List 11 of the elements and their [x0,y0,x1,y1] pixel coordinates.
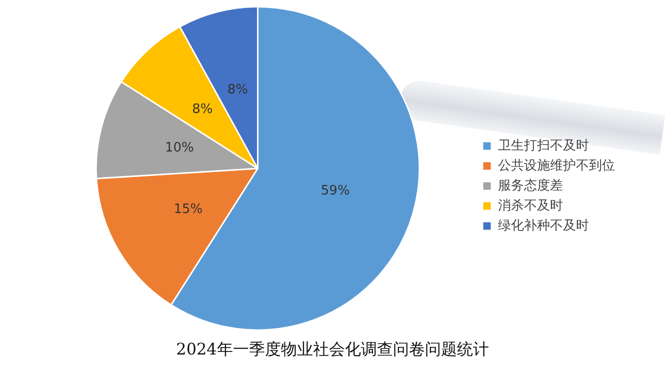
legend-label: 消杀不及时 [498,198,563,214]
legend-label: 绿化补种不及时 [498,218,589,234]
data-label: 15% [174,202,203,217]
legend-label: 公共设施维护不到位 [498,158,615,174]
data-label: 59% [320,183,350,198]
text: 2024年一季度物业社会化调查问卷问题统计 [176,340,489,359]
legend-label: 服务态度差 [498,177,563,194]
data-label: 8% [227,82,248,98]
legend-label: 卫生打扫不及时 [498,138,589,154]
data-label: 10% [165,140,194,156]
data-label: 8% [192,102,213,117]
